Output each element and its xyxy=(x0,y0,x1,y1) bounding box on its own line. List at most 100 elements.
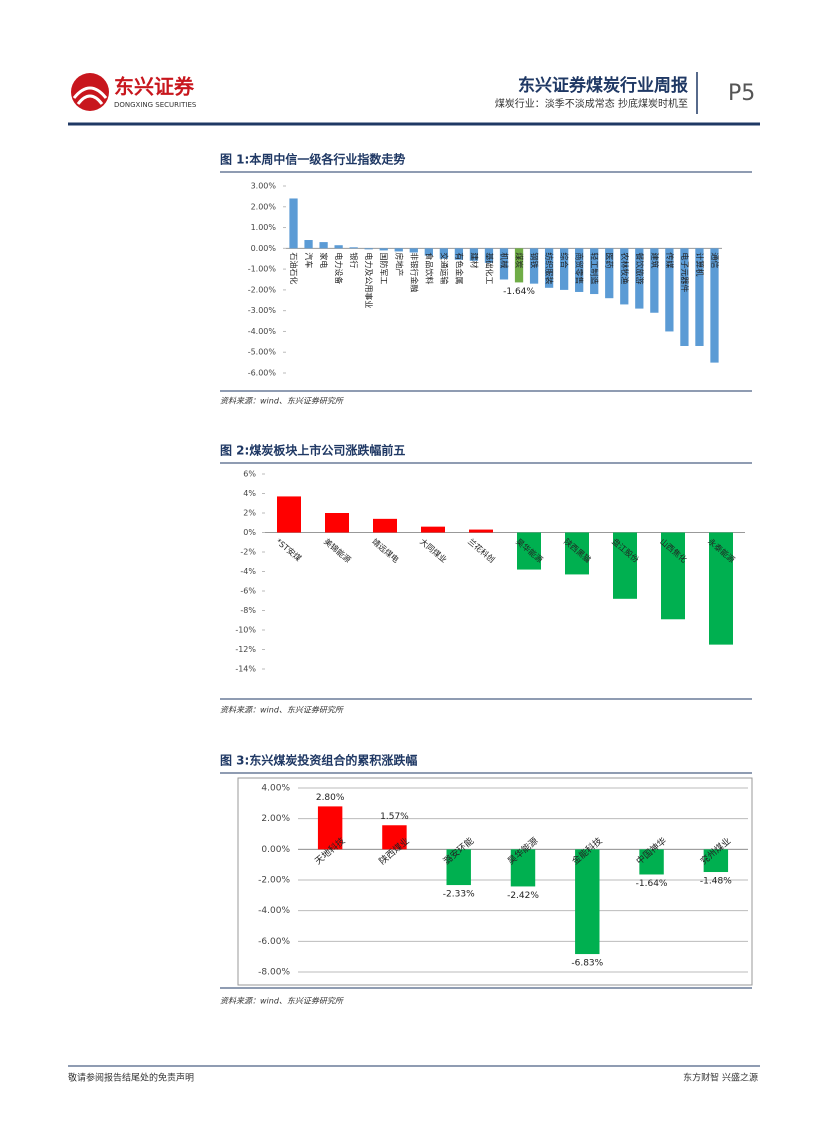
y-tick-label: 4.00% xyxy=(261,784,290,794)
y-tick-label: -4% xyxy=(240,567,256,576)
value-label: 1.57% xyxy=(380,812,409,822)
x-tick-label: 石油石化 xyxy=(289,252,299,284)
logo-text: 东兴证券 xyxy=(114,75,195,99)
bar xyxy=(529,248,539,284)
bar xyxy=(484,248,494,263)
y-tick-label: -2.00% xyxy=(258,876,290,886)
x-tick-label: 机械 xyxy=(500,252,510,268)
bar xyxy=(289,198,298,249)
bar xyxy=(575,248,584,292)
y-tick-label: 2.00% xyxy=(261,814,290,824)
y-tick-label: 0.00% xyxy=(261,845,290,855)
bar xyxy=(703,849,729,873)
x-tick-label: 汽车 xyxy=(304,252,314,268)
x-tick-label: 电力设备 xyxy=(334,252,344,284)
bar xyxy=(517,532,541,570)
y-tick-label: -2.00% xyxy=(248,285,277,294)
source-note: 资料来源：wind、东兴证券研究所 xyxy=(220,397,345,406)
x-tick-label: 餐饮旅游 xyxy=(635,252,645,284)
x-tick-label: 电力及公用事业 xyxy=(364,252,374,308)
logo-mark xyxy=(76,94,104,105)
bar xyxy=(325,513,349,533)
bar xyxy=(364,248,373,250)
y-tick-label: -2% xyxy=(240,548,256,557)
bar xyxy=(439,248,448,259)
x-tick-label: 银行 xyxy=(349,252,359,268)
source-note: 资料来源：wind、东兴证券研究所 xyxy=(220,997,345,1006)
x-tick-label: 建材 xyxy=(469,252,479,268)
x-tick-label: 钢铁 xyxy=(530,252,540,268)
bar xyxy=(695,248,704,346)
x-tick-label: 通信 xyxy=(710,252,720,268)
y-tick-label: -4.00% xyxy=(258,906,290,916)
y-tick-label: 4% xyxy=(243,489,256,498)
x-tick-label: 非银行金融 xyxy=(409,252,419,292)
bar xyxy=(639,849,664,875)
y-tick-label: 1.00% xyxy=(251,223,277,232)
bar xyxy=(469,248,479,261)
chart-title: 图 2:煤炭板块上市公司涨跌幅前五 xyxy=(220,443,405,458)
x-tick-label: 家电 xyxy=(319,252,329,268)
x-tick-label: 纺织服装 xyxy=(545,252,555,284)
x-tick-label: 商贸零售 xyxy=(575,252,585,284)
page-number: P5 xyxy=(728,81,755,106)
bar xyxy=(319,242,328,249)
y-tick-label: -6% xyxy=(240,587,256,596)
x-tick-label: 电子元器件 xyxy=(680,252,690,292)
bar xyxy=(304,240,313,249)
x-tick-label: 交通运输 xyxy=(439,252,449,284)
footer-right: 东方财智 兴盛之源 xyxy=(683,1072,758,1084)
x-tick-label: 兰花科创 xyxy=(466,536,497,564)
bar xyxy=(499,248,509,280)
x-tick-label: 煤炭 xyxy=(515,252,525,268)
value-label: -2.42% xyxy=(507,891,539,901)
value-label: -1.64% xyxy=(503,287,535,297)
bar xyxy=(382,825,407,850)
x-tick-label: 食品饮料 xyxy=(424,252,434,284)
bar xyxy=(710,248,719,363)
x-tick-label: 国防军工 xyxy=(379,252,389,284)
y-tick-label: -3.00% xyxy=(248,306,277,315)
x-tick-label: 有色金属 xyxy=(454,252,464,284)
value-label: 2.80% xyxy=(316,793,345,803)
x-tick-label: *ST安煤 xyxy=(274,536,303,563)
bar xyxy=(613,532,637,599)
y-tick-label: 6% xyxy=(243,470,256,479)
bar xyxy=(514,248,524,283)
y-tick-label: -6.00% xyxy=(248,369,277,378)
bar xyxy=(277,496,301,533)
y-tick-label: -4.00% xyxy=(248,327,277,336)
y-tick-label: 3.00% xyxy=(251,182,277,191)
value-label: -1.64% xyxy=(636,879,668,889)
x-tick-label: 基础化工 xyxy=(484,252,494,284)
bar xyxy=(575,849,600,955)
logo-circle xyxy=(71,73,109,111)
x-tick-label: 传媒 xyxy=(665,252,675,268)
bar xyxy=(469,529,493,533)
report-title: 东兴证券煤炭行业周报 xyxy=(518,75,688,96)
y-tick-label: -14% xyxy=(235,665,256,674)
logo xyxy=(71,73,109,111)
y-tick-label: -12% xyxy=(235,645,256,654)
bar xyxy=(510,849,536,887)
footer-left: 敬请参阅报告结尾处的免责声明 xyxy=(68,1072,194,1084)
bar xyxy=(317,806,343,850)
report-subtitle: 煤炭行业：淡季不淡成常态 抄底煤炭时机至 xyxy=(495,97,688,110)
bar xyxy=(349,247,358,249)
x-tick-label: 计算机 xyxy=(695,252,705,276)
x-tick-label: 大同煤业 xyxy=(418,536,449,564)
bar xyxy=(409,248,418,253)
bar xyxy=(620,248,629,305)
bar xyxy=(665,248,674,332)
value-label: -2.33% xyxy=(443,890,475,900)
y-tick-label: -8.00% xyxy=(258,968,290,978)
bar xyxy=(635,248,644,309)
bar xyxy=(421,526,445,533)
y-tick-label: -1.00% xyxy=(248,265,277,274)
bar xyxy=(709,532,733,645)
bar xyxy=(446,849,471,886)
chart-title: 图 1:本周中信一级各行业指数走势 xyxy=(220,152,405,167)
bar xyxy=(605,248,614,299)
y-tick-label: -8% xyxy=(240,606,256,615)
